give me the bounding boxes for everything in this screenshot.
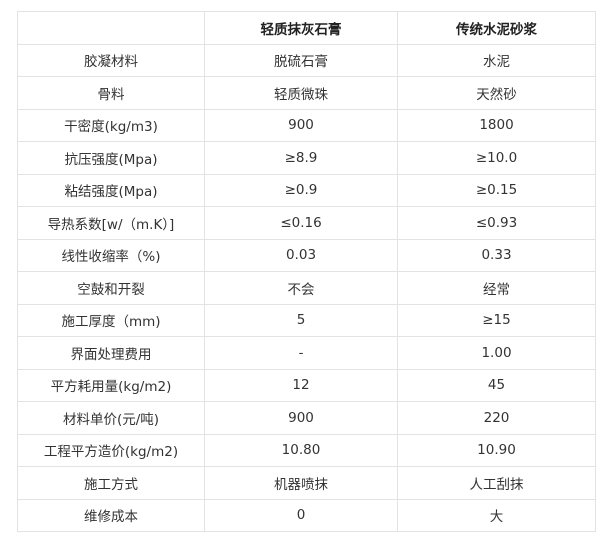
table-row: 导热系数[w/（m.K）] ≤0.16 ≤0.93 bbox=[17, 206, 596, 240]
row-label: 抗压强度(Mpa) bbox=[17, 141, 205, 175]
table-cell: 12 bbox=[204, 368, 398, 402]
table-cell: 大 bbox=[397, 498, 596, 532]
table-cell: 经常 bbox=[397, 271, 596, 305]
row-label: 胶凝材料 bbox=[17, 43, 205, 77]
table-cell: ≥15 bbox=[397, 303, 596, 337]
table-cell: 220 bbox=[397, 401, 596, 435]
table-row: 平方耗用量(kg/m2) 12 45 bbox=[17, 368, 596, 402]
table-cell: 人工刮抹 bbox=[397, 466, 596, 500]
row-label: 骨料 bbox=[17, 76, 205, 110]
table-cell: 1800 bbox=[397, 108, 596, 142]
table-cell: 0.03 bbox=[204, 238, 398, 272]
table-cell: 脱硫石膏 bbox=[204, 43, 398, 77]
table-cell: ≤0.16 bbox=[204, 206, 398, 240]
table-cell: ≥10.0 bbox=[397, 141, 596, 175]
table-cell: 10.90 bbox=[397, 433, 596, 467]
table-row: 维修成本 0 大 bbox=[17, 498, 596, 532]
row-label: 导热系数[w/（m.K）] bbox=[17, 206, 205, 240]
table-cell: ≥0.9 bbox=[204, 173, 398, 207]
header-cell: 轻质抹灰石膏 bbox=[204, 11, 398, 45]
table-row: 粘结强度(Mpa) ≥0.9 ≥0.15 bbox=[17, 173, 596, 207]
row-label: 维修成本 bbox=[17, 498, 205, 532]
row-label: 平方耗用量(kg/m2) bbox=[17, 368, 205, 402]
table-cell: 机器喷抹 bbox=[204, 466, 398, 500]
table-row: 线性收缩率（%) 0.03 0.33 bbox=[17, 238, 596, 272]
table-cell: 不会 bbox=[204, 271, 398, 305]
row-label: 材料单价(元/吨) bbox=[17, 401, 205, 435]
row-label: 粘结强度(Mpa) bbox=[17, 173, 205, 207]
row-label: 界面处理费用 bbox=[17, 336, 205, 370]
table-cell: - bbox=[204, 336, 398, 370]
table-cell: ≤0.93 bbox=[397, 206, 596, 240]
table-cell: 天然砂 bbox=[397, 76, 596, 110]
table-cell: 水泥 bbox=[397, 43, 596, 77]
table-cell: ≥8.9 bbox=[204, 141, 398, 175]
header-row: 轻质抹灰石膏 传统水泥砂浆 bbox=[17, 11, 596, 45]
header-cell: 传统水泥砂浆 bbox=[397, 11, 596, 45]
table-row: 界面处理费用 -1.00 bbox=[17, 336, 596, 370]
row-label: 施工方式 bbox=[17, 466, 205, 500]
table-row: 抗压强度(Mpa) ≥8.9 ≥10.0 bbox=[17, 141, 596, 175]
row-label: 工程平方造价(kg/m2) bbox=[17, 433, 205, 467]
table-row: 施工厚度（mm) 5 ≥15 bbox=[17, 303, 596, 337]
row-label: 施工厚度（mm) bbox=[17, 303, 205, 337]
table-cell: 1.00 bbox=[397, 336, 596, 370]
table-cell: 900 bbox=[204, 401, 398, 435]
table-cell: 0 bbox=[204, 498, 398, 532]
table-cell: 10.80 bbox=[204, 433, 398, 467]
header-cell bbox=[17, 11, 205, 45]
table-row: 干密度(kg/m3) 900 1800 bbox=[17, 108, 596, 142]
table-row: 胶凝材料 脱硫石膏 水泥 bbox=[17, 43, 596, 77]
table-row: 空鼓和开裂 不会 经常 bbox=[17, 271, 596, 305]
row-label: 空鼓和开裂 bbox=[17, 271, 205, 305]
table-row: 施工方式 机器喷抹 人工刮抹 bbox=[17, 466, 596, 500]
table-cell: 45 bbox=[397, 368, 596, 402]
table-cell: 轻质微珠 bbox=[204, 76, 398, 110]
table-cell: 5 bbox=[204, 303, 398, 337]
table-cell: 0.33 bbox=[397, 238, 596, 272]
table-row: 骨料 轻质微珠 天然砂 bbox=[17, 76, 596, 110]
comparison-table: 轻质抹灰石膏 传统水泥砂浆 胶凝材料 脱硫石膏 水泥 骨料 轻质微珠 天然砂 干密度(kg/… bbox=[17, 11, 596, 532]
table-row: 材料单价(元/吨) 900 220 bbox=[17, 401, 596, 435]
table-row: 工程平方造价(kg/m2) 10.80 10.90 bbox=[17, 433, 596, 467]
table-cell: 900 bbox=[204, 108, 398, 142]
table-cell: ≥0.15 bbox=[397, 173, 596, 207]
row-label: 线性收缩率（%) bbox=[17, 238, 205, 272]
row-label: 干密度(kg/m3) bbox=[17, 108, 205, 142]
